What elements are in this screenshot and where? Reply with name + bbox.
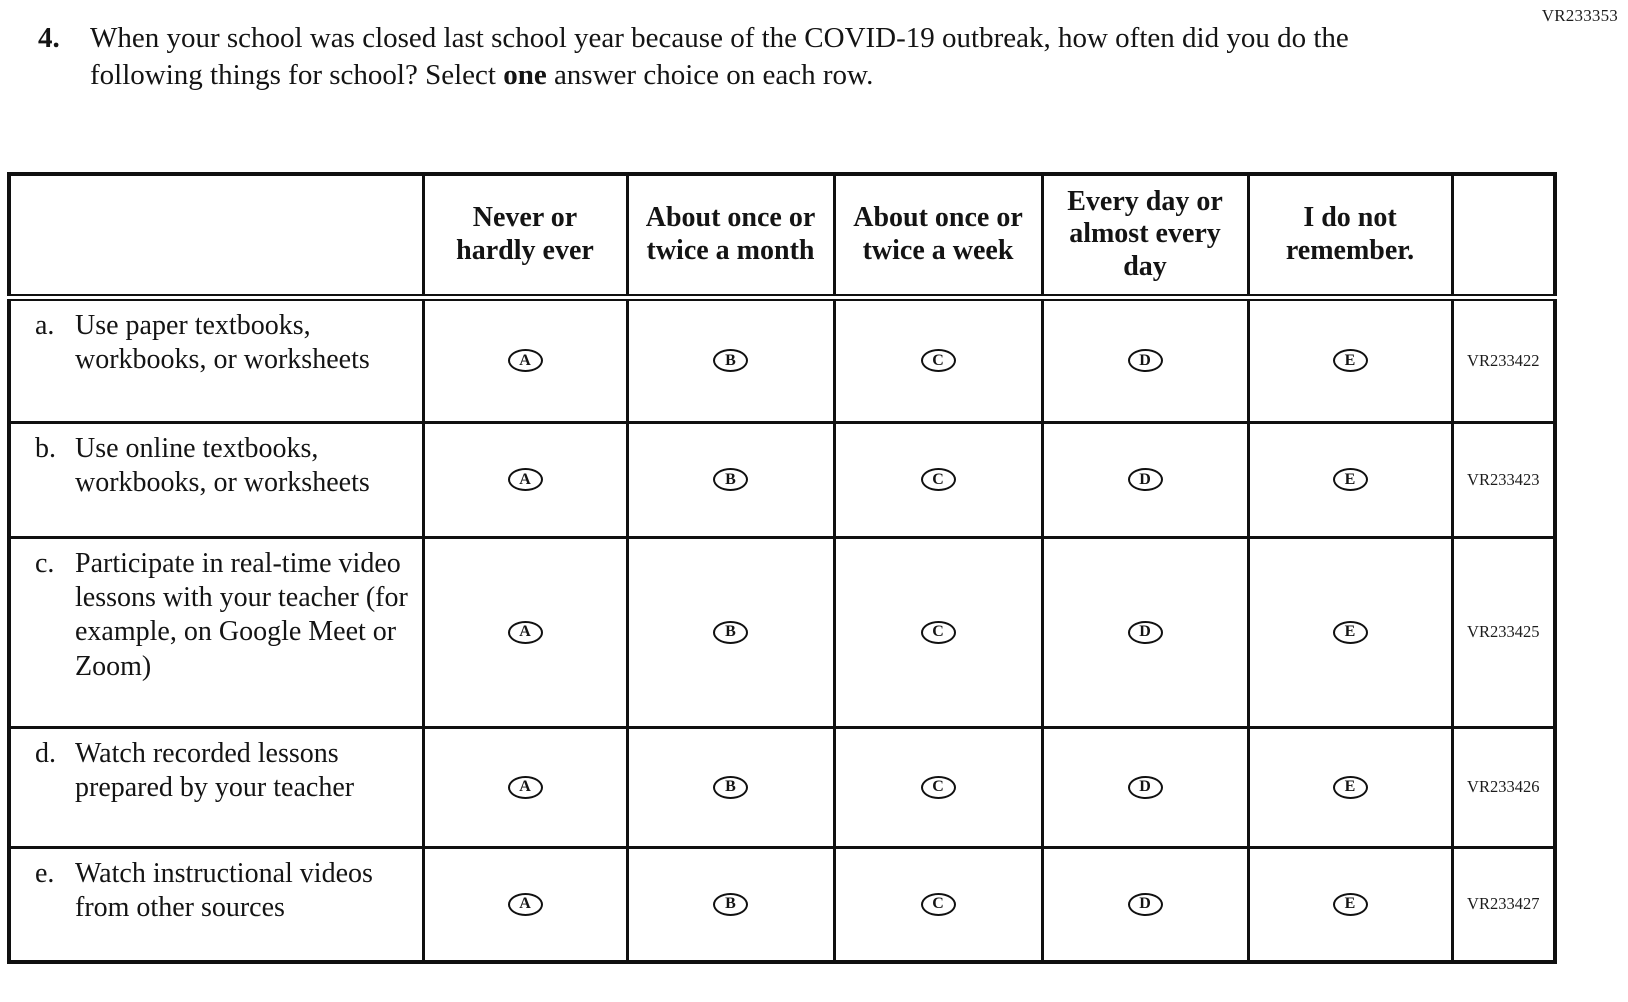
- table-row: a. Use paper textbooks, workbooks, or wor…: [7, 295, 1557, 424]
- answer-cell: E: [1246, 725, 1454, 849]
- column-header: About once or twice a month: [625, 172, 836, 301]
- option-bubble-D[interactable]: D: [1127, 620, 1163, 644]
- vr-code: VR233425: [1450, 535, 1557, 729]
- option-bubble-A[interactable]: A: [507, 775, 543, 799]
- option-bubble-C[interactable]: C: [920, 892, 956, 916]
- answer-cell: C: [832, 295, 1044, 424]
- option-bubble-A[interactable]: A: [507, 468, 543, 491]
- option-bubble-C[interactable]: C: [920, 775, 956, 799]
- option-bubble-C[interactable]: C: [920, 620, 956, 644]
- answer-cell: B: [625, 420, 836, 539]
- answer-cell: E: [1246, 295, 1454, 424]
- answer-cell: C: [832, 725, 1044, 849]
- option-bubble-E[interactable]: E: [1332, 775, 1368, 799]
- option-bubble-A[interactable]: A: [507, 349, 543, 372]
- row-letter: d.: [35, 737, 56, 769]
- row-letter: e.: [35, 857, 55, 889]
- table-row: c. Participate in real-time video lessons…: [7, 535, 1557, 729]
- row-letter: b.: [35, 432, 56, 464]
- answer-cell: B: [625, 295, 836, 424]
- row-label: Use paper textbooks, workbooks, or works…: [75, 309, 370, 375]
- option-bubble-D[interactable]: D: [1127, 892, 1163, 916]
- form-code-top-right: VR233353: [1541, 6, 1618, 25]
- question-text-before: When your school was closed last school …: [90, 22, 1349, 92]
- answer-cell: C: [832, 420, 1044, 539]
- column-header-code-blank: [1450, 172, 1557, 301]
- question-bold-word: one: [503, 59, 547, 92]
- option-bubble-E[interactable]: E: [1332, 349, 1368, 372]
- table-row: b. Use online textbooks, workbooks, or wo…: [7, 420, 1557, 539]
- column-header: About once or twice a week: [832, 172, 1044, 301]
- column-header: I do not remember.: [1246, 172, 1454, 301]
- question-block: 4. When your school was closed last scho…: [38, 20, 1378, 94]
- answer-cell: B: [625, 845, 836, 964]
- option-bubble-D[interactable]: D: [1127, 775, 1163, 799]
- row-label-cell: a. Use paper textbooks, workbooks, or wor…: [7, 295, 425, 424]
- answer-cell: A: [421, 420, 629, 539]
- option-bubble-C[interactable]: C: [920, 468, 956, 491]
- answer-cell: D: [1040, 845, 1250, 964]
- option-bubble-E[interactable]: E: [1332, 468, 1368, 491]
- option-bubble-A[interactable]: A: [507, 620, 543, 644]
- row-label-cell: e. Watch instructional videos from other …: [7, 845, 425, 964]
- option-bubble-E[interactable]: E: [1332, 620, 1368, 644]
- vr-code: VR233423: [1450, 420, 1557, 539]
- table-header: Never or hardly ever About once or twice …: [7, 172, 1557, 301]
- row-label-cell: c. Participate in real-time video lessons…: [7, 535, 425, 729]
- answer-cell: B: [625, 725, 836, 849]
- row-label: Watch instructional videos from other so…: [75, 857, 373, 923]
- answer-cell: C: [832, 845, 1044, 964]
- option-bubble-A[interactable]: A: [507, 892, 543, 916]
- answer-cell: D: [1040, 535, 1250, 729]
- option-bubble-B[interactable]: B: [713, 775, 748, 799]
- answer-cell: A: [421, 535, 629, 729]
- row-label: Watch recorded lessons prepared by your …: [75, 737, 355, 803]
- row-label-cell: d. Watch recorded lessons prepared by you…: [7, 725, 425, 849]
- column-header-items-blank: [7, 172, 425, 301]
- table-row: d. Watch recorded lessons prepared by you…: [7, 725, 1557, 849]
- vr-code: VR233427: [1450, 845, 1557, 964]
- vr-code: VR233426: [1450, 725, 1557, 849]
- table-row: e. Watch instructional videos from other …: [7, 845, 1557, 964]
- answer-cell: C: [832, 535, 1044, 729]
- option-bubble-E[interactable]: E: [1332, 892, 1368, 916]
- answer-cell: A: [421, 845, 629, 964]
- answer-cell: B: [625, 535, 836, 729]
- option-bubble-B[interactable]: B: [713, 620, 748, 644]
- answer-cell: E: [1246, 420, 1454, 539]
- option-bubble-D[interactable]: D: [1127, 349, 1163, 372]
- option-bubble-B[interactable]: B: [713, 892, 748, 916]
- option-bubble-C[interactable]: C: [920, 349, 956, 372]
- answer-cell: E: [1246, 535, 1454, 729]
- column-header: Never or hardly ever: [421, 172, 629, 301]
- option-bubble-B[interactable]: B: [713, 349, 748, 372]
- question-number: 4.: [38, 22, 60, 54]
- question-text: When your school was closed last school …: [90, 20, 1360, 94]
- survey-matrix-table: Never or hardly ever About once or twice …: [7, 172, 1557, 964]
- answer-cell: E: [1246, 845, 1454, 964]
- row-label: Use online textbooks, workbooks, or work…: [75, 432, 370, 498]
- answer-cell: A: [421, 725, 629, 849]
- table-body: a. Use paper textbooks, workbooks, or wor…: [7, 295, 1557, 964]
- row-label-cell: b. Use online textbooks, workbooks, or wo…: [7, 420, 425, 539]
- vr-code: VR233422: [1450, 295, 1557, 424]
- row-letter: c.: [35, 547, 55, 579]
- option-bubble-B[interactable]: B: [713, 468, 748, 491]
- answer-cell: D: [1040, 725, 1250, 849]
- answer-cell: D: [1040, 295, 1250, 424]
- question-text-after: answer choice on each row.: [546, 59, 874, 92]
- answer-cell: A: [421, 295, 629, 424]
- row-letter: a.: [35, 309, 55, 341]
- option-bubble-D[interactable]: D: [1127, 468, 1163, 491]
- answer-cell: D: [1040, 420, 1250, 539]
- row-label: Participate in real-time video lessons w…: [75, 547, 408, 682]
- column-header: Every day or almost every day: [1040, 172, 1250, 301]
